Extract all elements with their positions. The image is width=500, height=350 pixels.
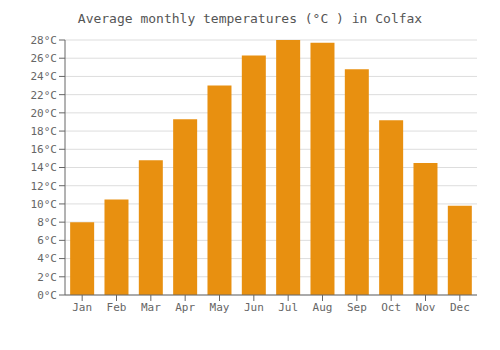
- svg-text:24°C: 24°C: [31, 70, 58, 83]
- svg-text:26°C: 26°C: [31, 52, 58, 65]
- svg-text:Jul: Jul: [278, 301, 298, 314]
- svg-text:Nov: Nov: [416, 301, 436, 314]
- svg-text:28°C: 28°C: [31, 34, 58, 47]
- svg-text:Oct: Oct: [381, 301, 401, 314]
- svg-text:8°C: 8°C: [37, 216, 57, 229]
- html-text:Average monthly temperatures (: Average monthly temperatures (°C ) in Co…: [77, 11, 423, 26]
- svg-text:Aug: Aug: [313, 301, 333, 314]
- svg-text:16°C: 16°C: [31, 143, 58, 156]
- svg-text:6°C: 6°C: [37, 234, 57, 247]
- svg-text:0°C: 0°C: [37, 289, 57, 302]
- svg-text:Jun: Jun: [244, 301, 264, 314]
- svg-text:Mar: Mar: [141, 301, 161, 314]
- svg-text:Dec: Dec: [450, 301, 470, 314]
- svg-text:2°C: 2°C: [37, 271, 57, 284]
- svg-text:4°C: 4°C: [37, 252, 57, 265]
- svg-text:Apr: Apr: [175, 301, 195, 314]
- svg-text:Feb: Feb: [107, 301, 127, 314]
- svg-text:20°C: 20°C: [31, 107, 58, 120]
- svg-text:10°C: 10°C: [31, 198, 58, 211]
- svg-text:Sep: Sep: [347, 301, 367, 314]
- svg-text:12°C: 12°C: [31, 180, 58, 193]
- svg-text:18°C: 18°C: [31, 125, 58, 138]
- svg-text:Jan: Jan: [72, 301, 92, 314]
- svg-text:May: May: [210, 301, 230, 314]
- svg-text:22°C: 22°C: [31, 89, 58, 102]
- svg-text:14°C: 14°C: [31, 161, 58, 174]
